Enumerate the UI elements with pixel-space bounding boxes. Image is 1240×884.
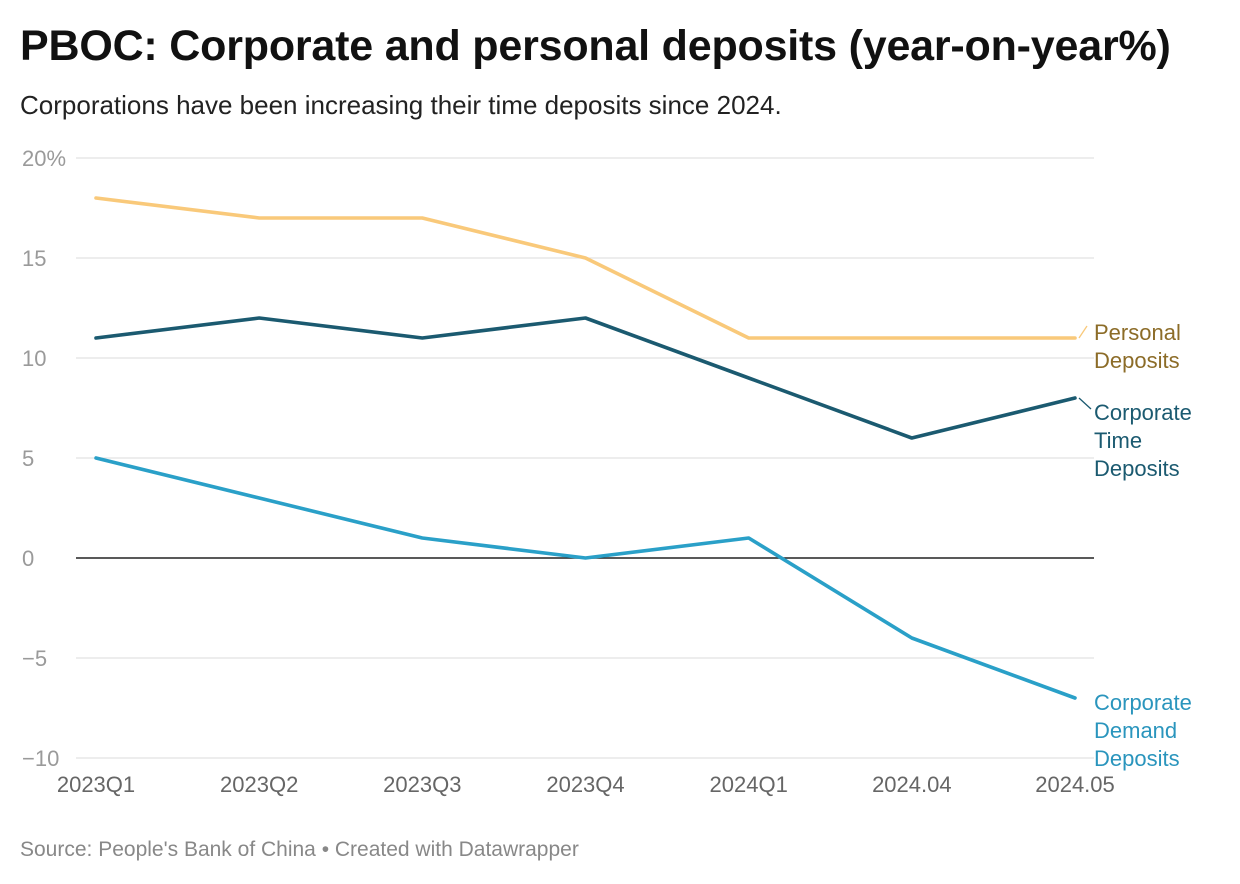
series-line-2 — [94, 456, 1077, 700]
x-tick-label: 2024Q1 — [710, 772, 788, 797]
series-line-1 — [94, 316, 1077, 440]
y-axis-ticks: 20% 15 10 5 0 −5 −10 — [22, 146, 66, 771]
x-tick-label: 2023Q3 — [383, 772, 461, 797]
series-label: Corporate Time Deposits — [1094, 400, 1192, 481]
y-tick-label: 5 — [22, 446, 34, 471]
gridlines — [76, 157, 1094, 759]
x-axis-ticks: 2023Q1 2023Q2 2023Q3 2023Q4 2024Q1 2024.04 202… — [57, 772, 1115, 797]
x-tick-label: 2023Q2 — [220, 772, 298, 797]
y-tick-label: 20% — [22, 146, 66, 171]
x-tick-label: 2023Q4 — [546, 772, 624, 797]
y-tick-label: 0 — [22, 546, 34, 571]
x-tick-label: 2023Q1 — [57, 772, 135, 797]
label-leader — [1078, 397, 1092, 410]
series-label: Corporate Demand Deposits — [1094, 690, 1192, 771]
series-labels: Personal Deposits Corporate Time Deposits Cor… — [1078, 320, 1192, 771]
x-tick-label: 2024.04 — [872, 772, 952, 797]
y-tick-label: −5 — [22, 646, 47, 671]
source-note: Source: People's Bank of China • Created… — [20, 838, 579, 861]
series-lines — [94, 196, 1077, 700]
y-tick-label: −10 — [22, 746, 59, 771]
series-label: Personal Deposits — [1094, 320, 1181, 373]
chart-subtitle: Corporations have been increasing their … — [20, 90, 782, 120]
series-line-0 — [94, 196, 1077, 340]
y-tick-label: 15 — [22, 246, 46, 271]
x-tick-label: 2024.05 — [1035, 772, 1115, 797]
y-tick-label: 10 — [22, 346, 46, 371]
label-leader — [1078, 325, 1088, 339]
chart-title: PBOC: Corporate and personal deposits (y… — [20, 22, 1171, 70]
